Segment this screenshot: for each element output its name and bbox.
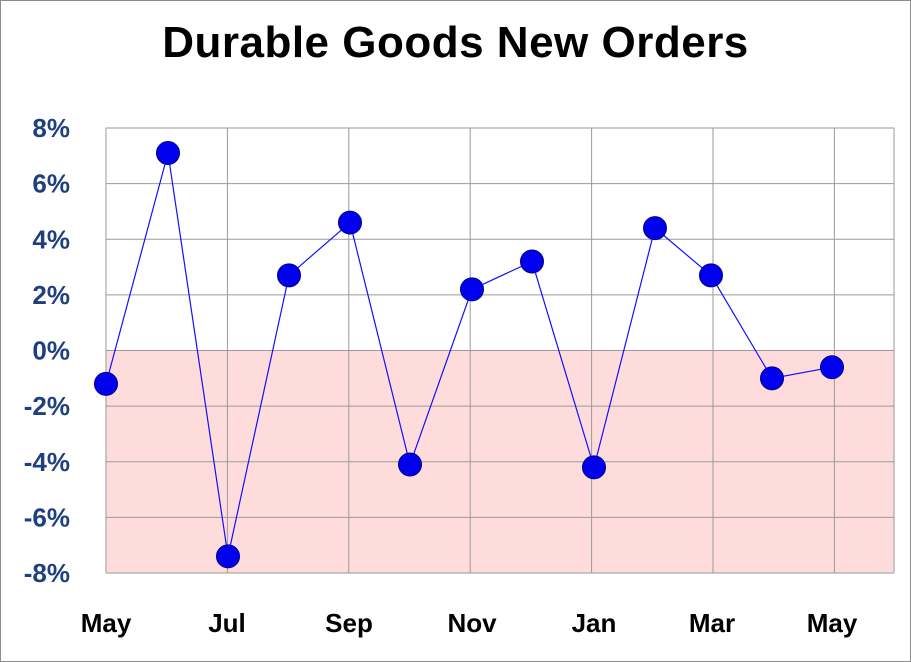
data-markers: [94, 141, 844, 569]
y-tick-label: 8%: [32, 113, 70, 143]
x-tick-label: Jan: [572, 608, 617, 638]
x-tick-label: May: [81, 608, 132, 638]
data-point: [460, 277, 484, 302]
data-point: [820, 355, 844, 380]
y-tick-label: -6%: [24, 502, 70, 532]
data-point: [760, 366, 784, 391]
chart-title: Durable Goods New Orders: [162, 18, 749, 67]
data-point: [94, 371, 118, 396]
x-tick-label: May: [807, 608, 858, 638]
x-tick-label: Nov: [447, 608, 497, 638]
data-point: [216, 544, 240, 569]
y-tick-label: -8%: [24, 558, 70, 588]
x-axis-tick-labels: May Jul Sep Nov Jan Mar May: [81, 608, 858, 638]
y-tick-label: -2%: [24, 391, 70, 421]
y-tick-label: 0%: [32, 336, 70, 366]
data-point: [699, 263, 723, 288]
x-tick-label: Jul: [208, 608, 246, 638]
data-point: [643, 216, 667, 241]
y-axis-tick-labels: 8% 6% 4% 2% 0% -2% -4% -6% -8%: [24, 113, 70, 588]
y-tick-label: -4%: [24, 447, 70, 477]
data-point: [156, 141, 180, 166]
x-tick-label: Mar: [689, 608, 735, 638]
y-tick-label: 4%: [32, 224, 70, 254]
gridlines: [105, 127, 895, 574]
data-point: [398, 452, 422, 477]
data-point: [277, 263, 301, 288]
data-point: [520, 249, 544, 274]
x-tick-label: Sep: [325, 608, 373, 638]
y-tick-label: 6%: [32, 169, 70, 199]
y-tick-label: 2%: [32, 280, 70, 310]
data-point: [338, 210, 362, 235]
data-point: [582, 455, 606, 480]
